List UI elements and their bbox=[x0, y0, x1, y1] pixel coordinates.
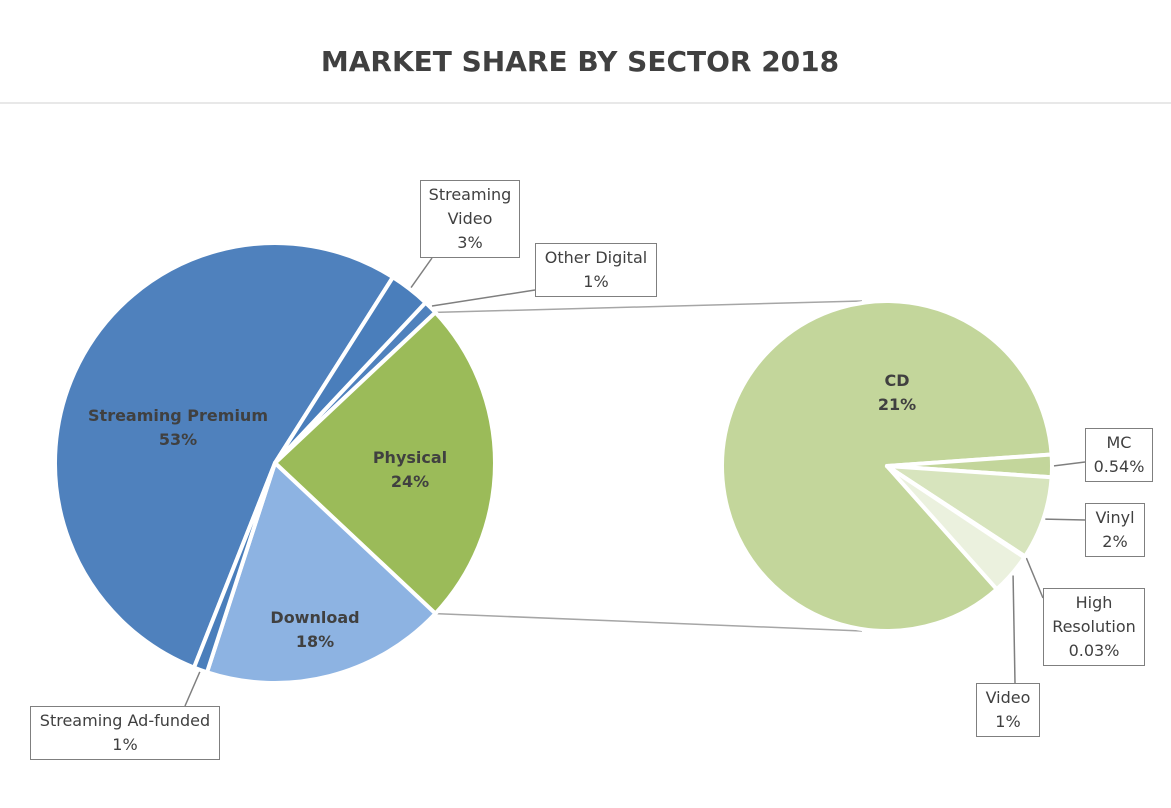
callout-value: 0.54% bbox=[1093, 457, 1145, 476]
pie-slice bbox=[192, 461, 277, 675]
slice-label-name: Physical bbox=[373, 448, 447, 467]
callout-label: MC 0.54% bbox=[1085, 428, 1153, 482]
callout-name: Video bbox=[985, 688, 1031, 707]
slice-label-value: 21% bbox=[878, 395, 916, 414]
callout-label: Streaming Video 3% bbox=[420, 180, 520, 258]
chart-title: MARKET SHARE BY SECTOR 2018 bbox=[321, 45, 839, 78]
slice-label: Streaming Premium 53% bbox=[88, 406, 268, 449]
callout-name: Vinyl bbox=[1095, 508, 1135, 527]
slice-label-name: Download bbox=[270, 608, 359, 627]
callout-value: 2% bbox=[1102, 532, 1128, 551]
leader-line bbox=[1025, 557, 1044, 599]
pie-slice bbox=[885, 464, 1027, 592]
pie-slice bbox=[205, 461, 438, 685]
slice-label-value: 24% bbox=[391, 472, 429, 491]
connector-line bbox=[435, 300, 863, 314]
callout-label: Other Digital 1% bbox=[535, 243, 657, 297]
callout-label: Vinyl 2% bbox=[1085, 503, 1145, 557]
connector-line bbox=[435, 612, 863, 632]
callout-name: High Resolution bbox=[1052, 593, 1136, 636]
callout-name: Other Digital bbox=[544, 248, 648, 267]
slice-label: CD 21% bbox=[878, 371, 916, 414]
callout-name: Streaming Video bbox=[428, 185, 512, 228]
slice-label-value: 53% bbox=[159, 430, 197, 449]
slice-label: Download 18% bbox=[270, 608, 359, 651]
slice-label-name: CD bbox=[884, 371, 909, 390]
callout-value: 1% bbox=[112, 735, 138, 754]
slice-label: Physical 24% bbox=[373, 448, 447, 491]
callout-name: MC bbox=[1106, 433, 1132, 452]
callout-label: Video 1% bbox=[976, 683, 1040, 737]
leader-line bbox=[1045, 518, 1086, 521]
callout-label: Streaming Ad-funded 1% bbox=[30, 706, 220, 760]
pie-slice bbox=[53, 241, 395, 670]
callout-value: 3% bbox=[457, 233, 483, 252]
callout-value: 0.03% bbox=[1068, 641, 1120, 660]
callout-label: High Resolution 0.03% bbox=[1043, 588, 1145, 666]
leader-line bbox=[1053, 461, 1086, 467]
callout-value: 1% bbox=[995, 712, 1021, 731]
callout-value: 1% bbox=[583, 272, 609, 291]
leader-line bbox=[1012, 575, 1016, 684]
slice-label-name: Streaming Premium bbox=[88, 406, 268, 425]
leader-line bbox=[410, 257, 433, 289]
leader-line bbox=[431, 289, 536, 307]
leader-line bbox=[184, 671, 201, 707]
slice-label-value: 18% bbox=[296, 632, 334, 651]
callout-name: Streaming Ad-funded bbox=[39, 711, 211, 730]
pie-slice bbox=[273, 310, 497, 616]
